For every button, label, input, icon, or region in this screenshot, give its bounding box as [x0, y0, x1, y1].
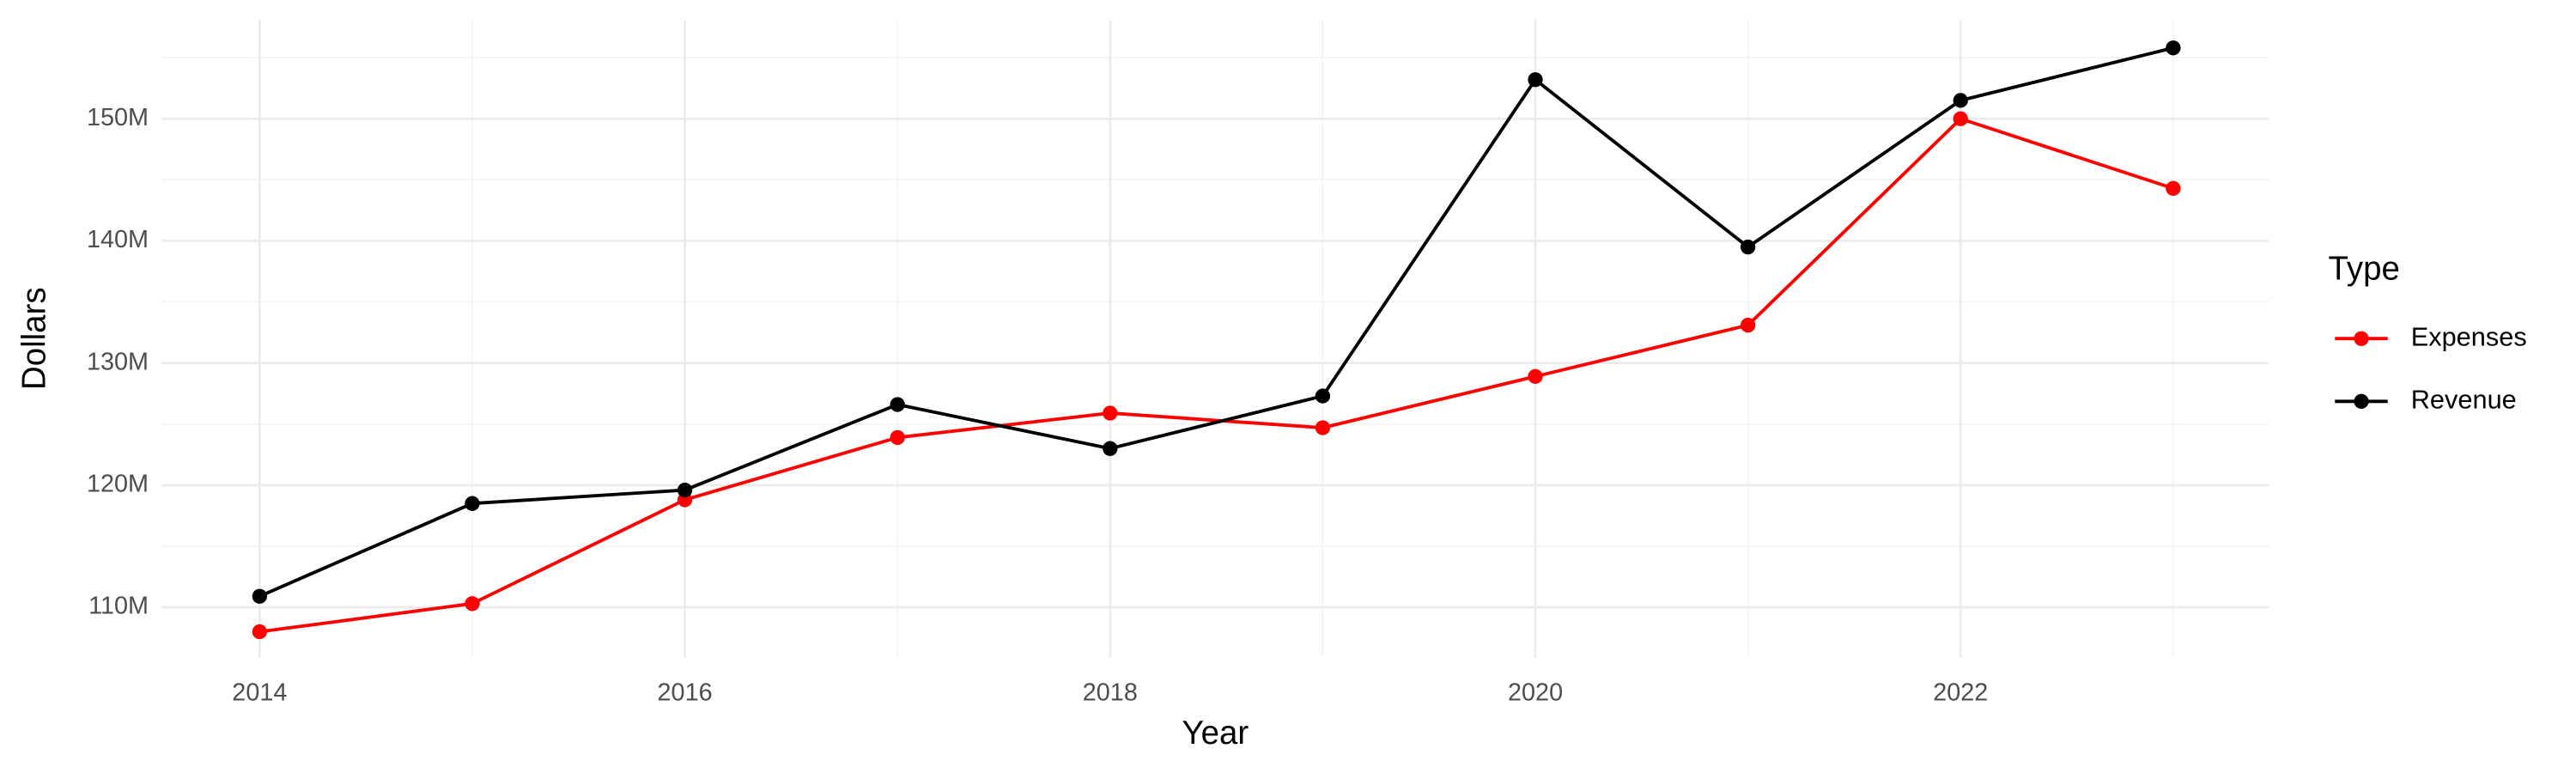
x-tick-label: 2014: [232, 679, 287, 706]
data-point: [1528, 72, 1543, 88]
data-point: [1315, 388, 1331, 404]
series-line: [259, 117, 2174, 634]
legend-marker: [2354, 393, 2369, 409]
data-point: [465, 496, 480, 511]
x-tick-label: 2022: [1933, 679, 1988, 706]
y-tick-label: 150M: [87, 104, 149, 131]
x-axis-title: Year: [1182, 715, 1249, 752]
x-tick-label: 2016: [658, 679, 713, 706]
data-point: [1741, 317, 1756, 333]
legend-marker: [2354, 331, 2369, 346]
x-tick-label: 2018: [1083, 679, 1138, 706]
data-point: [677, 482, 693, 498]
x-tick-label: 2020: [1508, 679, 1563, 706]
data-point: [890, 397, 905, 412]
data-point: [2166, 40, 2181, 56]
data-point: [1103, 441, 1118, 456]
data-point: [890, 429, 905, 446]
legend-title: Type: [2329, 251, 2400, 288]
y-tick-label: 110M: [88, 593, 149, 620]
data-point: [1741, 239, 1756, 255]
data-point: [1953, 111, 1968, 126]
y-tick-label: 120M: [87, 471, 149, 498]
y-tick-label: 130M: [87, 348, 149, 375]
y-axis-title: Dollars: [15, 287, 52, 390]
data-point: [1953, 93, 1968, 108]
legend-label: Expenses: [2411, 321, 2527, 351]
y-tick-label: 140M: [87, 226, 149, 253]
data-point: [1103, 405, 1118, 421]
series-line: [258, 46, 2174, 599]
data-point: [1528, 368, 1543, 384]
data-point: [2166, 180, 2181, 196]
data-point: [465, 596, 480, 612]
legend-label: Revenue: [2411, 384, 2517, 414]
data-point: [1315, 420, 1331, 435]
data-point: [252, 588, 268, 604]
data-point: [252, 624, 268, 640]
